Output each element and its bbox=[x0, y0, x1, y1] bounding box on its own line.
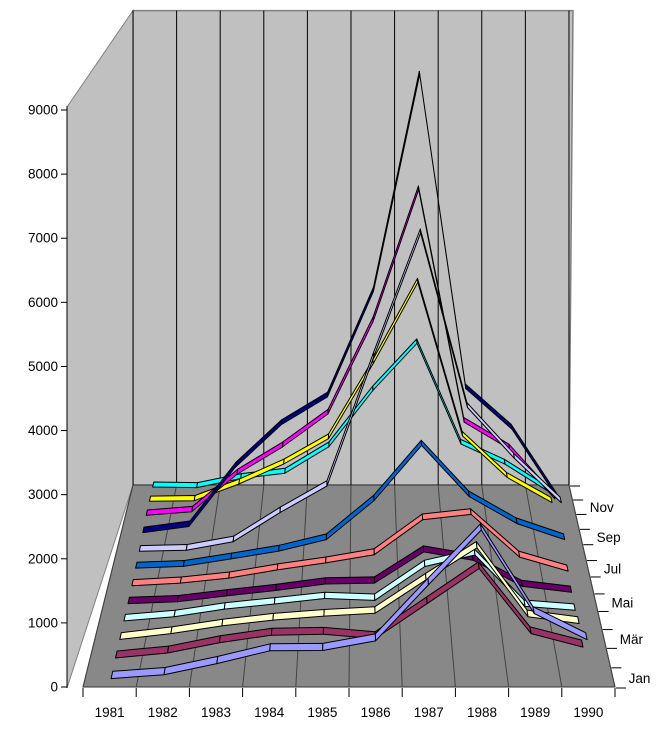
ribbon-segment bbox=[506, 472, 553, 504]
category-axis-label: 1989 bbox=[520, 705, 550, 720]
value-axis-label: 7000 bbox=[28, 231, 58, 246]
ribbon-series-Aug bbox=[138, 228, 562, 552]
category-axis-label: 1986 bbox=[361, 705, 391, 720]
value-axis-label: 1000 bbox=[28, 615, 58, 630]
ribbon-segment bbox=[269, 642, 324, 652]
value-axis-label: 5000 bbox=[28, 359, 58, 374]
ribbon-series-Nov bbox=[149, 277, 553, 504]
series-ribbons bbox=[110, 70, 588, 680]
value-axis-label: 3000 bbox=[28, 487, 58, 502]
depth-axis-label: Jul bbox=[604, 562, 621, 577]
ribbon-segment bbox=[529, 626, 584, 648]
category-axis-label: 1981 bbox=[95, 705, 125, 720]
value-axis-label: 2000 bbox=[28, 551, 58, 566]
ribbon-segment bbox=[324, 576, 375, 585]
ribbon-segment bbox=[532, 606, 588, 641]
ribbon-segment bbox=[149, 495, 196, 502]
ribbon-series-Jan bbox=[110, 523, 588, 680]
value-axis-label: 4000 bbox=[28, 423, 58, 438]
ribbon-segment bbox=[520, 579, 573, 593]
value-axis: 0 1000 2000 3000 4000 5000 6000 7000 8000 9000 bbox=[28, 103, 68, 695]
category-axis-label: 1990 bbox=[573, 705, 603, 720]
depth-axis-label: Mai bbox=[612, 596, 634, 611]
ribbon-segment bbox=[324, 591, 376, 601]
depth-axis-label: Sep bbox=[597, 530, 621, 545]
ribbon-segment bbox=[518, 550, 569, 572]
ribbon-series-Jul bbox=[135, 439, 566, 569]
floor-gridline bbox=[568, 484, 616, 688]
depth-axis-label: Jan bbox=[629, 671, 651, 686]
category-axis-label: 1985 bbox=[307, 705, 337, 720]
category-axis-label: 1988 bbox=[467, 705, 497, 720]
ribbon-segment bbox=[152, 481, 199, 489]
depth-axis-label: Mär bbox=[620, 632, 644, 647]
ribbon-segment bbox=[513, 452, 562, 504]
depth-axis: Jan Mär Mai Jul Sep Nov bbox=[569, 485, 651, 689]
value-axis-label: 9000 bbox=[28, 103, 58, 118]
ribbon-segment bbox=[523, 599, 576, 611]
ribbon-segment bbox=[270, 626, 324, 636]
category-axis: 1981 1982 1983 1984 1985 1986 1987 1988 1989 1990 bbox=[82, 688, 616, 720]
ribbon-segment bbox=[127, 595, 179, 605]
ribbon-segment bbox=[515, 517, 566, 541]
value-axis-label: 6000 bbox=[28, 295, 58, 310]
depth-axis-label: Nov bbox=[590, 500, 614, 515]
category-axis-label: 1982 bbox=[148, 705, 178, 720]
ribbon-series-Jun bbox=[131, 508, 569, 587]
value-axis-label: 0 bbox=[50, 680, 58, 695]
ribbon-segment bbox=[138, 544, 188, 552]
floor-gridline bbox=[394, 484, 403, 688]
ribbon-series-Sep bbox=[142, 70, 559, 534]
category-axis-label: 1983 bbox=[201, 705, 231, 720]
floor-gridline bbox=[188, 484, 221, 688]
category-axis-label: 1987 bbox=[414, 705, 444, 720]
category-axis-label: 1984 bbox=[254, 705, 285, 720]
floor-gridline bbox=[82, 484, 134, 688]
ribbon-segment bbox=[135, 560, 185, 569]
value-axis-label: 8000 bbox=[28, 167, 58, 182]
